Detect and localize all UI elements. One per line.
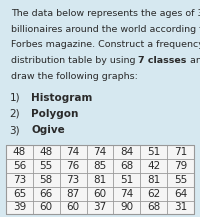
Text: 60: 60 (93, 189, 107, 199)
Text: 81: 81 (147, 175, 160, 185)
Text: 51: 51 (147, 147, 160, 157)
Text: 31: 31 (174, 202, 187, 212)
Text: 74: 74 (120, 189, 133, 199)
Text: 56: 56 (13, 161, 26, 171)
Text: Polygon: Polygon (31, 109, 78, 119)
Text: 51: 51 (120, 175, 133, 185)
Text: 74: 74 (67, 147, 80, 157)
Text: 60: 60 (40, 202, 53, 212)
Text: 66: 66 (40, 189, 53, 199)
Text: 42: 42 (147, 161, 160, 171)
Text: 74: 74 (93, 147, 107, 157)
Text: 55: 55 (40, 161, 53, 171)
Text: 73: 73 (13, 175, 26, 185)
Text: distribution table by using: distribution table by using (11, 56, 138, 65)
Text: 55: 55 (174, 175, 187, 185)
Text: 73: 73 (67, 175, 80, 185)
Text: billionaires around the world according to: billionaires around the world according … (11, 25, 200, 34)
FancyBboxPatch shape (6, 145, 194, 214)
Text: 48: 48 (13, 147, 26, 157)
Text: 84: 84 (120, 147, 133, 157)
Text: 81: 81 (93, 175, 107, 185)
Text: 65: 65 (13, 189, 26, 199)
Text: draw the following graphs:: draw the following graphs: (11, 72, 138, 81)
Text: 79: 79 (174, 161, 187, 171)
Text: and: and (187, 56, 200, 65)
Text: 3): 3) (10, 125, 20, 135)
Text: 62: 62 (147, 189, 160, 199)
Text: 2): 2) (10, 109, 20, 119)
Text: 76: 76 (67, 161, 80, 171)
Text: 60: 60 (67, 202, 80, 212)
Text: 71: 71 (174, 147, 187, 157)
Text: 1): 1) (10, 93, 20, 103)
Text: Histogram: Histogram (31, 93, 92, 103)
Text: 39: 39 (13, 202, 26, 212)
Text: 90: 90 (120, 202, 133, 212)
Text: 68: 68 (147, 202, 160, 212)
Text: 7 classes: 7 classes (138, 56, 187, 65)
Text: 48: 48 (40, 147, 53, 157)
Text: 37: 37 (93, 202, 107, 212)
Text: 85: 85 (93, 161, 107, 171)
Text: Ogive: Ogive (31, 125, 65, 135)
Text: Forbes magazine. Construct a frequency: Forbes magazine. Construct a frequency (11, 40, 200, 49)
Text: 58: 58 (40, 175, 53, 185)
Text: 87: 87 (67, 189, 80, 199)
Text: 68: 68 (120, 161, 133, 171)
Text: 64: 64 (174, 189, 187, 199)
Text: The data below represents the ages of 35: The data below represents the ages of 35 (11, 9, 200, 18)
